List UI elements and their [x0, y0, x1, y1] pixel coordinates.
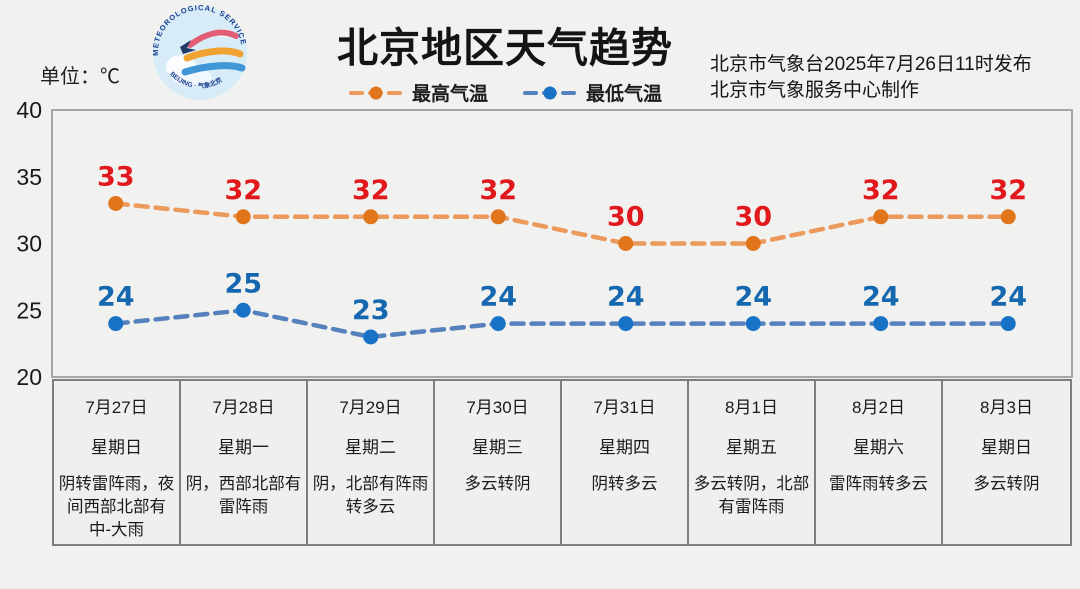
forecast-date: 8月2日 — [852, 398, 905, 417]
forecast-date: 7月31日 — [593, 398, 656, 417]
forecast-weather: 雷阵雨转多云 — [829, 475, 928, 493]
legend-dot-min — [543, 86, 557, 99]
min-temp-point — [363, 329, 379, 345]
beijing-meteorological-service-logo-icon: METEOROLOGICAL SERVICE BEIJING · 气象北京 — [151, 3, 247, 100]
max-temp-data-label: 32 — [352, 175, 390, 206]
forecast-day-cell: 7月30日星期三多云转阴 — [435, 381, 562, 544]
forecast-weekday: 星期日 — [91, 438, 142, 457]
forecast-weather: 阴转多云 — [591, 475, 658, 493]
forecast-weekday: 星期四 — [599, 438, 650, 457]
legend-dot-max — [369, 86, 383, 99]
plot-area-frame — [51, 109, 1073, 378]
forecast-weather: 阴，北部有阵雨转多云 — [312, 475, 429, 516]
max-temp-point — [108, 195, 124, 211]
max-temp-data-label: 32 — [224, 175, 262, 206]
max-temp-point — [618, 236, 634, 251]
max-temp-line-icon — [348, 86, 403, 99]
forecast-weekday: 星期五 — [726, 438, 777, 457]
min-temp-data-label: 24 — [989, 282, 1027, 313]
forecast-weather: 阴，西部北部有雷阵雨 — [185, 475, 302, 516]
y-axis-tick-label: 30 — [16, 231, 42, 257]
chart-legend: 最高气温 最低气温 — [300, 79, 710, 106]
forecast-day-cell: 8月3日星期日多云转阴 — [943, 381, 1070, 544]
max-temp-data-label: 30 — [607, 202, 645, 233]
forecast-weather: 多云转阴，北部有雷阵雨 — [693, 475, 810, 516]
y-axis-tick-label: 35 — [16, 164, 42, 190]
y-axis-tick-label: 25 — [16, 297, 42, 323]
forecast-day-cell: 7月31日星期四阴转多云 — [562, 381, 689, 544]
max-temp-point — [745, 236, 761, 251]
min-temp-point — [745, 316, 761, 332]
publisher-line1: 北京市气象台2025年7月26日11时发布 — [710, 54, 1032, 75]
max-temp-data-label: 30 — [734, 202, 772, 233]
max-temp-point — [235, 209, 251, 225]
legend-label-min: 最低气温 — [586, 84, 663, 105]
forecast-day-cell: 7月28日星期一阴，西部北部有雷阵雨 — [181, 381, 308, 544]
y-axis-tick-label: 40 — [16, 97, 42, 123]
unit-label: 单位：℃ — [40, 66, 120, 88]
max-temp-data-label: 32 — [479, 175, 517, 206]
legend-item-max-temp: 最高气温 — [348, 79, 488, 106]
max-temp-point — [363, 209, 379, 225]
forecast-weather: 阴转雷阵雨，夜间西部北部有中-大雨 — [58, 475, 175, 539]
forecast-weekday: 星期六 — [853, 438, 904, 457]
max-temp-data-label: 32 — [862, 175, 900, 206]
min-temp-data-label: 25 — [224, 268, 262, 299]
y-axis-tick-label: 20 — [16, 364, 42, 390]
min-temp-point — [235, 302, 251, 318]
swallow-icon — [180, 40, 196, 54]
forecast-day-cell: 8月2日星期六雷阵雨转多云 — [816, 381, 943, 544]
publisher-line2: 北京市气象服务中心制作 — [710, 80, 920, 101]
forecast-weekday: 星期一 — [218, 438, 269, 457]
page-title: 北京地区天气趋势 — [337, 25, 673, 71]
min-temp-line — [113, 307, 1011, 340]
max-temp-point — [490, 209, 506, 225]
min-temp-point — [618, 316, 634, 332]
min-temp-point — [490, 316, 506, 332]
forecast-weekday: 星期三 — [472, 438, 523, 457]
forecast-day-cell: 8月1日星期五多云转阴，北部有雷阵雨 — [689, 381, 816, 544]
min-temp-data-label: 24 — [734, 282, 772, 313]
legend-label-max: 最高气温 — [411, 84, 488, 105]
min-temp-data-label: 24 — [479, 282, 517, 313]
forecast-day-cell: 7月29日星期二阴，北部有阵雨转多云 — [308, 381, 435, 544]
min-temp-point — [1000, 316, 1016, 332]
min-temp-point — [108, 316, 124, 332]
min-temp-data-label: 24 — [862, 282, 900, 313]
forecast-date: 7月28日 — [212, 398, 275, 417]
publisher-info: 北京市气象台2025年7月26日11时发布 北京市气象服务中心制作 — [710, 52, 1032, 104]
forecast-day-cell: 7月27日星期日阴转雷阵雨，夜间西部北部有中-大雨 — [54, 381, 181, 544]
min-temp-point — [873, 316, 889, 332]
forecast-weekday: 星期日 — [981, 438, 1032, 457]
max-temp-point — [873, 209, 889, 225]
forecast-table: 7月27日 星期日 阴转雷阵雨，夜间西部北部有中-大雨 7月28日 星期一 阴，西部北部有… — [52, 379, 1072, 546]
forecast-date: 8月3日 — [980, 398, 1033, 417]
min-temp-data-label: 23 — [352, 295, 390, 326]
forecast-weather: 多云转阴 — [464, 475, 531, 493]
max-temp-data-label: 32 — [989, 175, 1027, 206]
legend-item-min-temp: 最低气温 — [522, 79, 662, 106]
max-temp-point — [1000, 209, 1016, 225]
max-temp-line — [113, 201, 1011, 246]
forecast-date: 7月30日 — [466, 398, 529, 417]
min-temp-data-label: 24 — [607, 282, 645, 313]
forecast-weekday: 星期二 — [345, 438, 396, 457]
forecast-weather: 多云转阴 — [973, 475, 1040, 493]
max-temp-data-label: 33 — [97, 161, 135, 192]
min-temp-data-label: 24 — [97, 282, 135, 313]
forecast-date: 7月29日 — [339, 398, 402, 417]
forecast-date: 8月1日 — [725, 398, 778, 417]
min-temp-line-icon — [523, 86, 577, 99]
forecast-date: 7月27日 — [85, 398, 148, 417]
